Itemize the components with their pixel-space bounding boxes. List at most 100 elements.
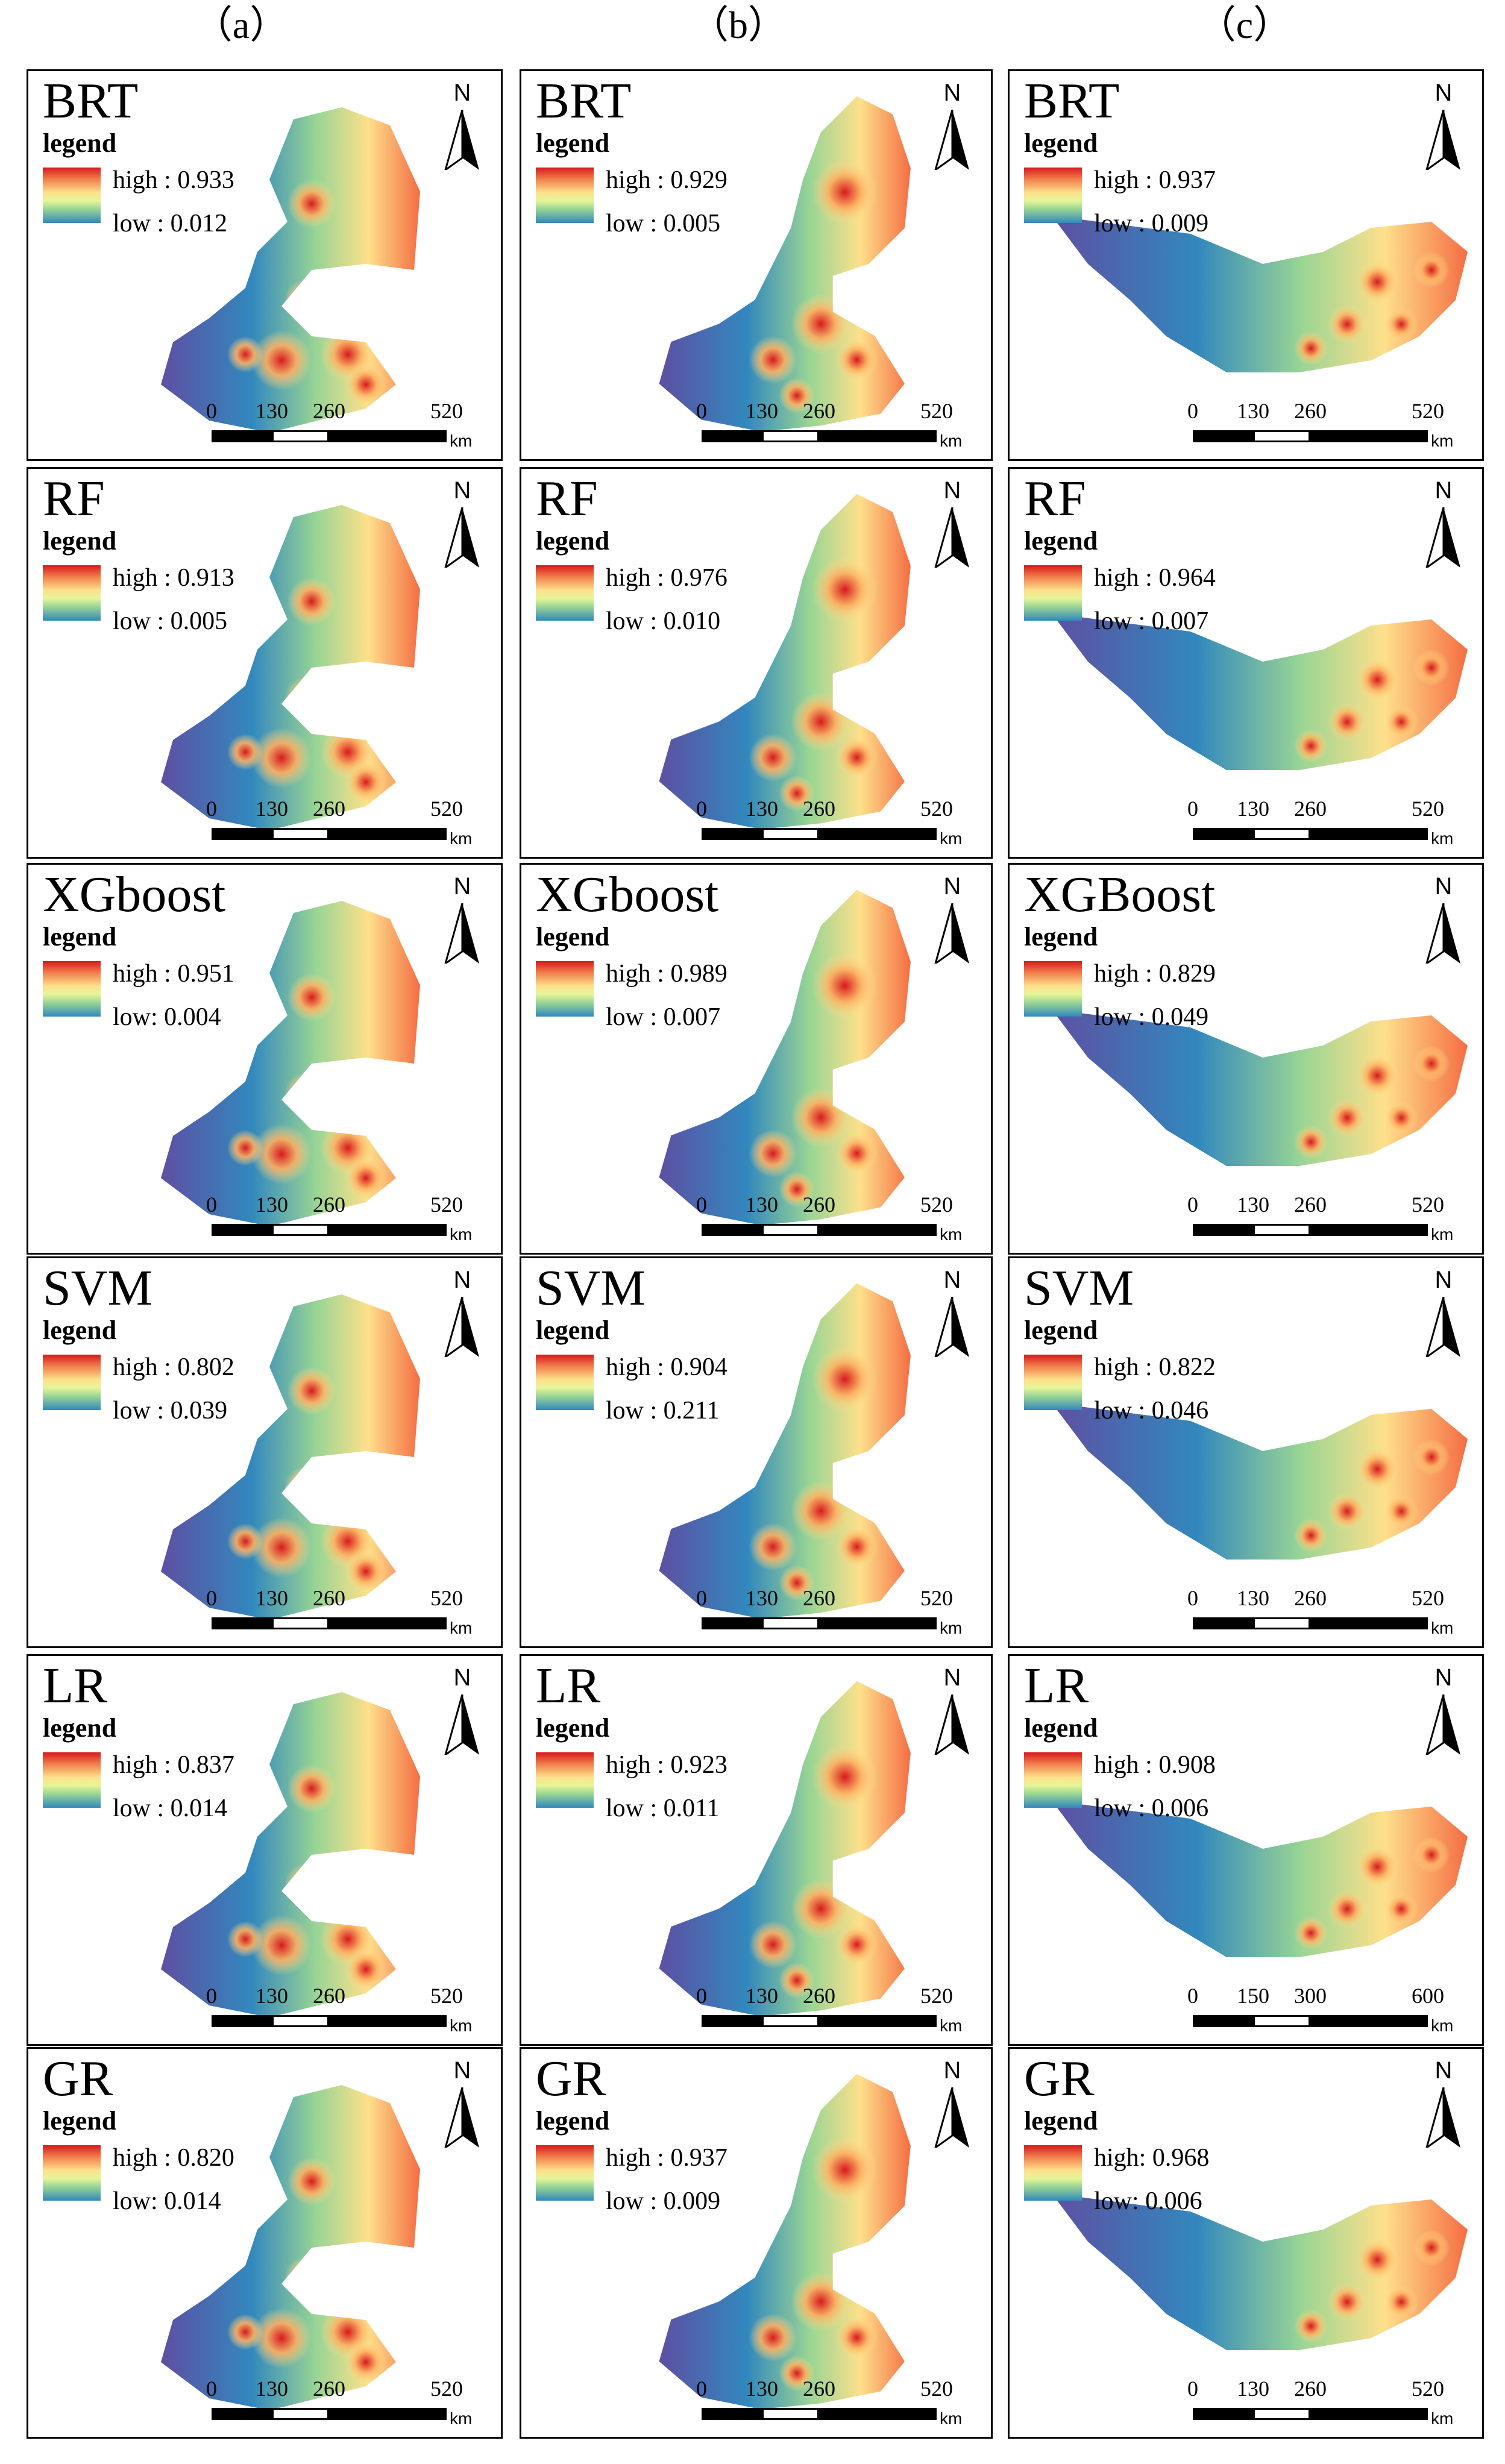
hotspot — [345, 2341, 387, 2383]
scale-segment — [702, 828, 762, 840]
legend-color-ramp — [536, 1752, 594, 1808]
scale-segment — [762, 828, 819, 840]
scale-segment — [702, 2015, 762, 2027]
scale-tick-label: 520 — [1412, 399, 1444, 423]
scale-tick-label: 0 — [696, 1586, 707, 1610]
region-surface — [659, 1681, 911, 2017]
legend-high-value: high: 0.968 — [1094, 2144, 1210, 2172]
hotspot — [811, 1346, 878, 1412]
hotspot — [1356, 1055, 1398, 1097]
hotspot — [1384, 1892, 1418, 1926]
hotspot — [779, 2355, 815, 2392]
region-map — [161, 1294, 420, 1620]
scale-segment — [272, 1617, 329, 1629]
scale-tick-label: 260 — [803, 1586, 835, 1610]
scale-unit: km — [1431, 2016, 1454, 2035]
scale-segment — [212, 1617, 272, 1629]
hotspot — [779, 1171, 815, 1208]
north-arrow-glyph — [444, 507, 479, 568]
region-map — [659, 1681, 911, 2017]
north-arrow-glyph — [934, 110, 969, 170]
scale-segment — [702, 430, 762, 442]
region-map — [161, 901, 420, 1226]
scale-tick-label: 260 — [1294, 1193, 1327, 1217]
scale-tick-label: 130 — [746, 399, 778, 423]
region-surface — [659, 494, 911, 830]
hotspot-layer — [1294, 252, 1450, 365]
north-arrow-icon: N — [931, 874, 974, 971]
scale-tick-label: 0 — [206, 1984, 217, 2008]
scale-tick-label: 130 — [746, 1193, 778, 1217]
map-panel: RF legend high : 0.976 low : 0.010 N 0 130 260… — [520, 467, 993, 859]
scale-tick-label: 130 — [1237, 1586, 1269, 1610]
scale-tick-label: 260 — [803, 1984, 835, 2008]
hotspot — [251, 1124, 312, 1184]
hotspot — [779, 1564, 815, 1601]
hotspot — [227, 1921, 263, 1957]
hotspot — [1384, 2285, 1418, 2319]
legend-high-value: high : 0.904 — [606, 1353, 727, 1381]
hotspot — [284, 1466, 327, 1508]
legend-low-value: low : 0.039 — [113, 1397, 228, 1425]
scale-segment — [1253, 828, 1310, 840]
legend-high-value: high : 0.937 — [606, 2144, 727, 2172]
hotspot — [1328, 1890, 1366, 1928]
hotspot — [1356, 1448, 1398, 1490]
legend-color-ramp — [43, 565, 101, 621]
region-map — [1052, 1403, 1468, 1560]
north-arrow-icon: N — [441, 81, 484, 177]
hotspot — [251, 1915, 312, 1975]
scale-bar: 0 130 260 520 km — [1187, 1193, 1476, 1248]
hotspot — [345, 1948, 387, 1990]
model-title: BRT — [43, 73, 139, 129]
scale-tick-label: 130 — [746, 797, 778, 821]
scale-tick-label: 520 — [430, 1193, 463, 1217]
legend-title: legend — [43, 128, 117, 158]
hotspot — [1356, 2239, 1398, 2281]
scale-segment — [1253, 1224, 1310, 1236]
north-arrow-icon: N — [441, 874, 484, 971]
legend-low-value: low : 0.211 — [606, 1397, 720, 1425]
north-label: N — [1434, 477, 1453, 504]
hotspot — [791, 1087, 851, 1148]
scale-segment — [1193, 1224, 1253, 1236]
model-title: XGboost — [43, 867, 226, 923]
hotspot — [1413, 252, 1450, 288]
scale-segment — [1253, 2408, 1310, 2420]
scale-tick-label: 260 — [313, 1984, 345, 2008]
scale-tick-label: 130 — [256, 1984, 288, 2008]
legend-title: legend — [43, 1713, 117, 1743]
map-panel: GR legend high : 0.820 low: 0.014 N 0 130 260 5… — [27, 2047, 503, 2439]
scale-unit: km — [940, 2409, 963, 2428]
scale-bar: 0 130 260 520 km — [696, 797, 985, 852]
legend-title: legend — [536, 526, 610, 556]
scale-tick-label: 520 — [920, 1193, 953, 1217]
hotspot — [227, 336, 263, 372]
map-panel: SVM legend high : 0.822 low : 0.046 N 0 130 26… — [1008, 1256, 1484, 1648]
hotspot — [1328, 305, 1366, 343]
scale-segment — [702, 1224, 762, 1236]
north-arrow-icon: N — [931, 478, 974, 575]
legend-high-value: high : 0.951 — [113, 960, 234, 988]
hotspot — [1384, 1494, 1418, 1528]
north-label: N — [453, 873, 471, 900]
north-label: N — [453, 477, 471, 504]
scale-unit: km — [1431, 829, 1454, 848]
scale-segment — [1193, 2015, 1253, 2027]
scale-tick-label: 520 — [430, 2377, 463, 2401]
hotspot — [1384, 307, 1418, 341]
scale-tick-label: 520 — [920, 399, 953, 423]
legend-title: legend — [43, 1315, 117, 1345]
scale-segment — [819, 828, 937, 840]
scale-bar: 0 130 260 520 km — [696, 1193, 985, 1248]
legend-title: legend — [1024, 2106, 1098, 2136]
hotspot — [1356, 1846, 1398, 1888]
north-label: N — [453, 2057, 471, 2084]
legend-color-ramp — [1024, 1752, 1082, 1808]
north-arrow-icon: N — [931, 1268, 974, 1364]
scale-unit: km — [1431, 1619, 1454, 1637]
scale-tick-label: 0 — [1187, 797, 1198, 821]
hotspot — [1328, 1099, 1366, 1137]
scale-unit: km — [450, 1225, 473, 1244]
